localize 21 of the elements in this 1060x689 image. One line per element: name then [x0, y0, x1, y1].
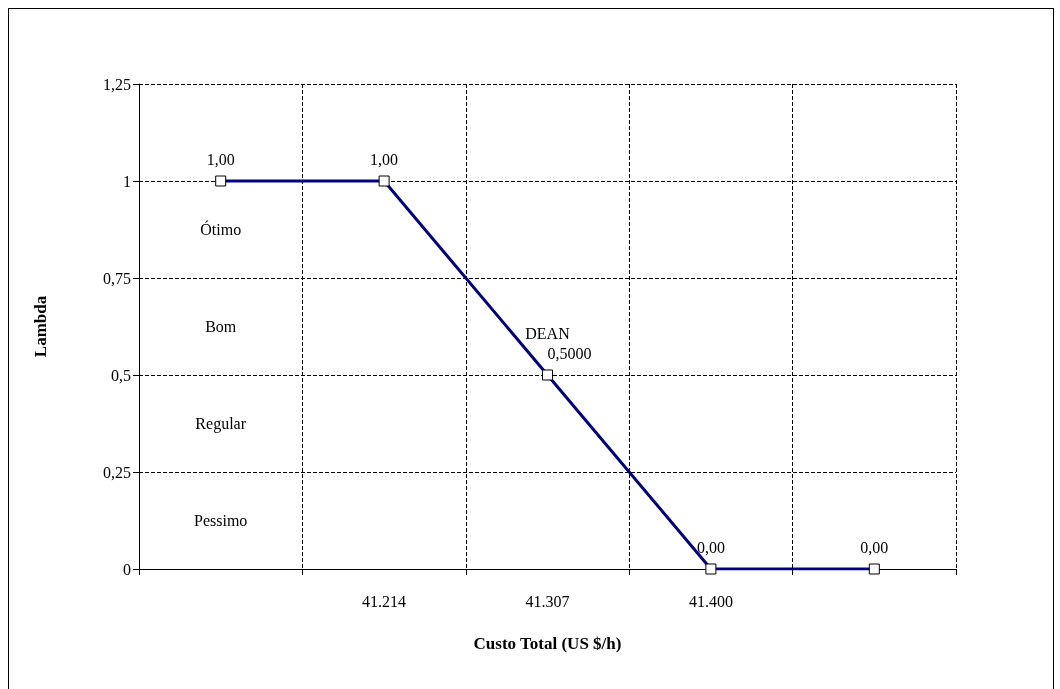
y-tick-label: 1,25 — [103, 75, 131, 93]
data-label: 1,00 — [206, 151, 235, 168]
annotation: Bom — [205, 318, 237, 335]
annotation: Ótimo — [200, 220, 242, 238]
y-tick-label: 0,75 — [103, 269, 131, 287]
y-tick-label: 0,5 — [111, 366, 131, 384]
y-tick-label: 0 — [123, 560, 131, 578]
x-tick-label: 41.214 — [362, 592, 407, 610]
data-label: 1,00 — [370, 151, 399, 168]
x-tick-label: 41.307 — [525, 592, 570, 610]
annotation: Pessimo — [194, 512, 248, 529]
data-label: 0,5000 — [547, 345, 592, 362]
annotation: Regular — [195, 415, 247, 433]
y-tick-label: 1 — [123, 172, 131, 190]
x-tick-label: 41.400 — [688, 592, 733, 610]
data-label: 0,00 — [696, 539, 725, 556]
y-axis-title: Lambda — [31, 295, 50, 358]
data-label: 0,00 — [860, 539, 889, 556]
x-axis-title: Custo Total (US $/h) — [473, 634, 622, 653]
y-tick-label: 0,25 — [103, 463, 131, 481]
annotation: DEAN — [525, 324, 571, 342]
